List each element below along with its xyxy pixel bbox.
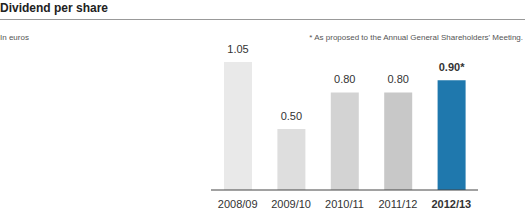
html-text:Dividend per share: Dividend per share bbox=[0, 1, 108, 15]
html-text:In euros: In euros bbox=[0, 33, 29, 42]
svg-text:2010/11: 2010/11 bbox=[325, 198, 364, 210]
svg-text:2011/12: 2011/12 bbox=[378, 198, 417, 210]
svg-text:2008/09: 2008/09 bbox=[218, 198, 258, 210]
svg-text:0.90*: 0.90* bbox=[439, 61, 465, 73]
svg-text:2012/13: 2012/13 bbox=[431, 198, 471, 210]
svg-text:0.80: 0.80 bbox=[387, 73, 408, 85]
svg-text:0.80: 0.80 bbox=[334, 73, 355, 85]
html-text:* As proposed to the Annual Ge: * As proposed to the Annual General Shar… bbox=[309, 33, 523, 42]
svg-text:1.05: 1.05 bbox=[227, 43, 248, 55]
svg-text:0.50: 0.50 bbox=[281, 110, 302, 122]
svg-text:2009/10: 2009/10 bbox=[271, 198, 311, 210]
